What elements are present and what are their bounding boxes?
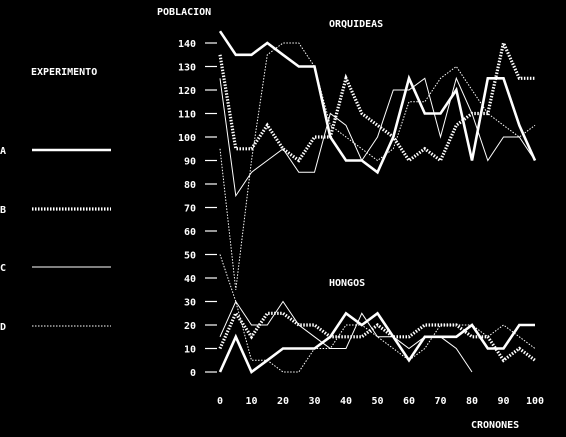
x-tick-label: 90 — [497, 396, 509, 407]
y-tick-label: 110 — [178, 110, 196, 121]
legend-label-c: C — [0, 263, 6, 274]
x-tick-label: 0 — [217, 396, 223, 407]
x-tick-label: 40 — [340, 396, 352, 407]
series-line-orquideas-c — [220, 78, 535, 196]
series-line-orquideas-b — [220, 43, 535, 161]
axes: 0 10 20 30 40 50 60 70 80 90 100 110 120 130 140 0 10 20 3… — [178, 39, 544, 407]
legend-label-b: B — [0, 205, 6, 216]
y-tick-label: 120 — [178, 86, 196, 97]
x-tick-label: 100 — [526, 396, 544, 407]
series-group — [220, 31, 535, 372]
y-tick-label: 10 — [184, 345, 196, 356]
x-tick-label: 80 — [466, 396, 478, 407]
x-tick-label: 20 — [277, 396, 289, 407]
series-line-hongos-a — [220, 313, 535, 372]
bottom-annotation-hongos: HONGOS — [329, 278, 365, 289]
y-tick-label: 100 — [178, 133, 196, 144]
x-axis-label: CRONONES — [471, 420, 519, 431]
legend-label-d: D — [0, 322, 6, 333]
y-tick-label: 20 — [184, 321, 196, 332]
legend: A B C D — [0, 146, 111, 333]
top-annotation-orquideas: ORQUIDEAS — [329, 19, 383, 30]
y-axis-label: POBLACION — [157, 7, 211, 18]
y-tick-label: 90 — [184, 157, 196, 168]
series-line-orquideas-a — [220, 31, 535, 172]
x-tick-label: 30 — [308, 396, 320, 407]
y-tick-label: 80 — [184, 180, 196, 191]
y-tick-label: 130 — [178, 63, 196, 74]
x-tick-label: 70 — [434, 396, 446, 407]
y-tick-label: 140 — [178, 39, 196, 50]
y-tick-label: 30 — [184, 298, 196, 309]
legend-label-a: A — [0, 146, 6, 157]
y-tick-label: 70 — [184, 204, 196, 215]
y-tick-label: 0 — [190, 368, 196, 379]
y-tick-label: 60 — [184, 227, 196, 238]
legend-title: EXPERIMENTO — [31, 67, 97, 78]
x-tick-label: 10 — [245, 396, 257, 407]
y-tick-label: 40 — [184, 274, 196, 285]
x-tick-label: 60 — [403, 396, 415, 407]
x-tick-label: 50 — [371, 396, 383, 407]
y-tick-label: 50 — [184, 251, 196, 262]
